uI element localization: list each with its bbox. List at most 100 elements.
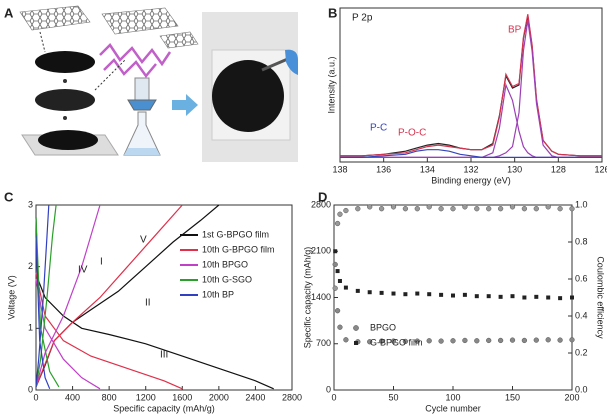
graphene-sheet	[19, 5, 91, 31]
legend-label: BPGO	[370, 322, 396, 332]
data-point	[474, 206, 480, 212]
y2-tick-label: 0.0	[575, 384, 588, 394]
y-tick-label: 0	[28, 384, 33, 394]
legend-label: 10th G-BPGO film	[202, 244, 275, 254]
legend-label: 1st G-BPGO film	[202, 229, 269, 239]
series-line	[35, 204, 60, 388]
plot-frame	[339, 7, 603, 163]
film-disc	[35, 89, 95, 111]
annotation: BP	[508, 25, 522, 36]
data-point	[462, 204, 468, 210]
glove	[285, 49, 298, 75]
phosphorene-chain	[99, 43, 172, 67]
data-point	[497, 206, 504, 212]
funnel-clamp	[127, 99, 157, 111]
data-point	[402, 338, 409, 345]
x-axis-label: Cycle number	[425, 403, 481, 413]
tweezers	[261, 56, 291, 72]
data-point	[334, 308, 341, 314]
y2-axis-label: Coulombic efficiency	[596, 256, 606, 339]
x-tick-label: 100	[445, 392, 460, 402]
data-point	[378, 338, 385, 344]
y2-tick-label: 0.6	[575, 273, 588, 283]
guide-line	[39, 31, 46, 53]
x-tick-label: 136	[376, 164, 391, 174]
data-point	[557, 206, 563, 212]
panel-label: C	[4, 189, 14, 204]
x-tick-label: 2400	[245, 392, 265, 402]
dot	[63, 116, 67, 120]
data-point	[522, 295, 527, 300]
data-point	[343, 285, 348, 290]
dot	[63, 79, 67, 83]
data-point	[521, 337, 528, 344]
data-point	[355, 288, 360, 293]
illustration: A	[4, 5, 298, 162]
x-tick-label: 400	[65, 392, 80, 402]
legend-swatch	[354, 341, 358, 345]
data-point	[335, 269, 340, 274]
legend-label: 10th BPGO	[202, 259, 248, 269]
y-tick-label: 1400	[311, 292, 331, 302]
x-tick-label: 0	[331, 392, 336, 402]
annotation: III	[160, 350, 168, 361]
data-point	[486, 294, 491, 299]
series-line	[35, 204, 51, 390]
x-tick-label: 800	[102, 392, 117, 402]
data-point	[337, 211, 343, 217]
data-point	[438, 338, 444, 344]
data-point	[343, 207, 349, 214]
x-tick-label: 0	[33, 392, 38, 402]
x-tick-label: 128	[551, 164, 566, 174]
y-axis-label: Intensity (a.u.)	[326, 56, 336, 113]
x-tick-label: 50	[388, 392, 398, 402]
panel-label: B	[328, 5, 337, 20]
y-tick-label: 2800	[311, 199, 331, 209]
data-point	[570, 295, 574, 300]
data-point	[367, 339, 373, 345]
legend-label: 10th BP	[202, 289, 234, 299]
x-axis-label: Specific capacity (mAh/g)	[113, 403, 215, 413]
y-tick-label: 2100	[311, 246, 331, 256]
data-point	[474, 338, 480, 344]
series-line	[340, 15, 602, 157]
data-point	[533, 206, 539, 212]
data-point	[569, 206, 575, 212]
data-point	[534, 294, 539, 299]
data-point	[546, 295, 551, 300]
y-tick-label: 3	[28, 199, 33, 209]
x-tick-label: 138	[332, 164, 347, 174]
y-axis-label: Voltage (V)	[6, 275, 16, 320]
data-point	[451, 293, 455, 298]
data-point	[426, 338, 432, 344]
graphene-sheet	[101, 7, 179, 35]
funnel	[134, 77, 150, 101]
data-point	[390, 204, 397, 210]
film-disc	[35, 51, 95, 73]
annotation: P 2p	[352, 13, 373, 24]
y-tick-label: 700	[316, 338, 331, 348]
data-point	[379, 290, 384, 295]
data-point	[545, 337, 551, 343]
data-point	[391, 291, 396, 296]
data-point	[509, 337, 516, 343]
data-point	[497, 337, 504, 344]
x-tick-label: 126	[594, 164, 607, 174]
data-point	[474, 294, 479, 299]
x-tick-label: 130	[507, 164, 522, 174]
x-tick-label: 132	[463, 164, 478, 174]
data-point	[390, 338, 397, 344]
data-point	[450, 338, 456, 344]
x-tick-label: 200	[564, 392, 579, 402]
phosphorene-chain	[103, 58, 157, 79]
series-line	[340, 20, 602, 158]
panel-label: D	[318, 189, 327, 204]
series-line	[340, 149, 602, 158]
guide-line	[94, 59, 126, 91]
x-tick-label: 150	[505, 392, 520, 402]
data-point	[355, 206, 361, 212]
data-point	[332, 261, 338, 268]
graphene-sheet	[159, 31, 199, 49]
annotation: I	[100, 257, 103, 268]
